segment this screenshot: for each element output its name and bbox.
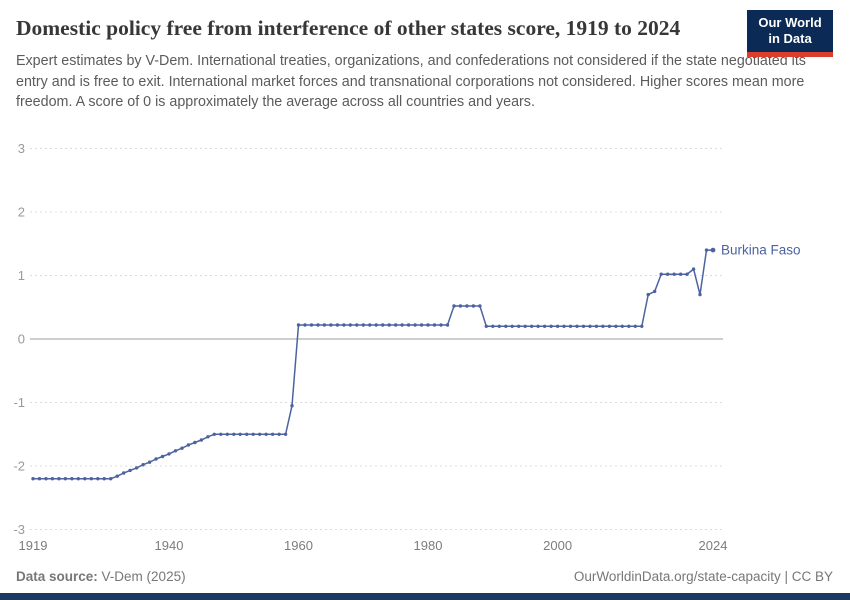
chart-footer: Data source: V-Dem (2025) OurWorldinData…: [16, 569, 833, 584]
owid-logo-line1: Our World: [758, 15, 822, 30]
owid-logo[interactable]: Our World in Data: [747, 10, 833, 57]
svg-text:1940: 1940: [155, 538, 184, 553]
svg-text:1980: 1980: [414, 538, 443, 553]
svg-text:1: 1: [18, 268, 25, 283]
data-source: Data source: V-Dem (2025): [16, 569, 186, 584]
rights-link[interactable]: OurWorldinData.org/state-capacity | CC B…: [573, 569, 833, 584]
svg-text:1919: 1919: [19, 538, 48, 553]
chart-area: 3 2 1 0 -1 -2 -3 1919 1940 1960 1980 2000 2024 Burkin…: [0, 136, 850, 568]
svg-text:0: 0: [18, 332, 25, 347]
svg-text:-3: -3: [13, 522, 25, 537]
svg-text:2000: 2000: [543, 538, 572, 553]
data-source-value: V-Dem (2025): [101, 569, 186, 584]
svg-text:-1: -1: [13, 395, 25, 410]
svg-text:1960: 1960: [284, 538, 313, 553]
chart-title: Domestic policy free from interference o…: [16, 16, 681, 40]
chart-header: Domestic policy free from interference o…: [0, 0, 850, 112]
svg-text:Burkina Faso: Burkina Faso: [721, 243, 801, 258]
chart-subtitle: Expert estimates by V-Dem. International…: [16, 53, 806, 110]
bottom-accent-bar: [0, 593, 850, 600]
svg-text:-2: -2: [13, 459, 25, 474]
owid-logo-red-bar: [747, 51, 833, 57]
svg-text:3: 3: [18, 141, 25, 156]
data-source-label: Data source:: [16, 569, 98, 584]
svg-text:2024: 2024: [699, 538, 728, 553]
svg-text:2: 2: [18, 205, 25, 220]
owid-logo-line2: in Data: [768, 31, 812, 47]
